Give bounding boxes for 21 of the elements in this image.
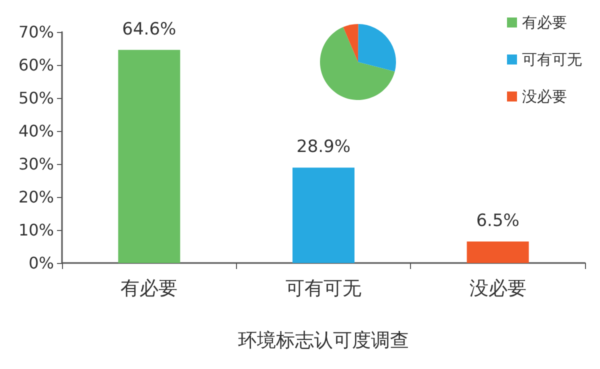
y-tick-label: 50% xyxy=(18,88,54,108)
x-tick-label: 有必要 xyxy=(120,278,178,300)
bar xyxy=(118,50,180,263)
x-axis-title: 环境标志认可度调查 xyxy=(238,330,409,352)
y-tick-label: 0% xyxy=(28,254,54,272)
data-label: 28.9% xyxy=(296,137,351,158)
data-label: 64.6% xyxy=(122,19,176,40)
bar xyxy=(466,242,529,263)
y-tick-label: 40% xyxy=(18,122,54,140)
x-tick-label: 可有可无 xyxy=(286,278,362,300)
y-tick-label: 60% xyxy=(18,56,54,74)
bar xyxy=(292,168,354,263)
x-tick-label: 没必要 xyxy=(469,278,526,300)
legend-label: 可有可无 xyxy=(522,50,582,68)
y-tick-label: 30% xyxy=(18,154,54,174)
legend-label: 没必要 xyxy=(522,88,567,106)
y-tick-label: 10% xyxy=(18,220,54,240)
y-tick-label: 70% xyxy=(18,22,54,42)
legend-label: 有必要 xyxy=(522,14,567,32)
y-tick-label: 20% xyxy=(18,188,54,206)
data-label: 6.5% xyxy=(476,211,520,232)
